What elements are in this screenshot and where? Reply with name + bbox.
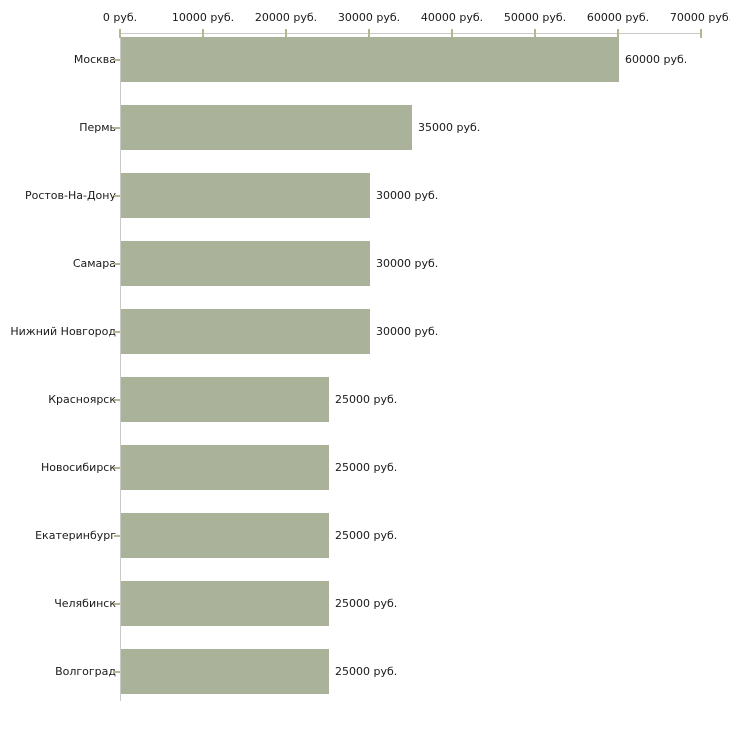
x-tick-mark	[534, 29, 536, 38]
x-tick-label: 30000 руб.	[337, 11, 401, 24]
x-tick-mark	[617, 29, 619, 38]
value-label: 25000 руб.	[335, 460, 398, 474]
x-tick-mark	[285, 29, 287, 38]
category-tick-mark	[114, 194, 120, 197]
category-tick-mark	[114, 126, 120, 129]
category-tick-mark	[114, 330, 120, 333]
category-tick-mark	[114, 534, 120, 537]
category-tick-mark	[114, 262, 120, 265]
x-tick-label: 20000 руб.	[254, 11, 318, 24]
category-label: Москва	[73, 52, 116, 66]
bar	[121, 649, 329, 694]
y-axis-line	[120, 33, 121, 701]
value-label: 30000 руб.	[376, 324, 439, 338]
bar	[121, 513, 329, 558]
category-label: Челябинск	[54, 596, 116, 610]
category-tick-mark	[114, 58, 120, 61]
bar	[121, 377, 329, 422]
category-tick-mark	[114, 670, 120, 673]
category-label: Красноярск	[48, 392, 116, 406]
value-label: 30000 руб.	[376, 256, 439, 270]
value-label: 35000 руб.	[418, 120, 481, 134]
bar	[121, 241, 370, 286]
x-tick-label: 40000 руб.	[420, 11, 484, 24]
category-label: Ростов-На-Дону	[24, 188, 116, 202]
category-label: Екатеринбург	[35, 528, 116, 542]
x-tick-mark	[451, 29, 453, 38]
category-label: Новосибирск	[40, 460, 116, 474]
bar	[121, 445, 329, 490]
value-label: 25000 руб.	[335, 528, 398, 542]
x-tick-label: 0 руб.	[102, 11, 138, 24]
category-tick-mark	[114, 602, 120, 605]
bar	[121, 37, 619, 82]
value-label: 25000 руб.	[335, 664, 398, 678]
x-tick-mark	[700, 29, 702, 38]
category-label: Волгоград	[55, 664, 116, 678]
bar	[121, 309, 370, 354]
value-label: 60000 руб.	[625, 52, 688, 66]
x-axis-line	[120, 33, 702, 34]
category-label: Нижний Новгород	[10, 324, 116, 338]
bar	[121, 105, 412, 150]
category-tick-mark	[114, 466, 120, 469]
x-tick-mark	[119, 29, 121, 38]
bar	[121, 173, 370, 218]
x-tick-mark	[368, 29, 370, 38]
category-tick-mark	[114, 398, 120, 401]
category-label: Пермь	[79, 120, 116, 134]
x-tick-mark	[202, 29, 204, 38]
bar	[121, 581, 329, 626]
value-label: 25000 руб.	[335, 596, 398, 610]
x-tick-label: 60000 руб.	[586, 11, 650, 24]
x-tick-label: 50000 руб.	[503, 11, 567, 24]
x-tick-label: 10000 руб.	[171, 11, 235, 24]
category-label: Самара	[72, 256, 116, 270]
value-label: 25000 руб.	[335, 392, 398, 406]
x-tick-label: 70000 руб.	[669, 11, 730, 24]
value-label: 30000 руб.	[376, 188, 439, 202]
